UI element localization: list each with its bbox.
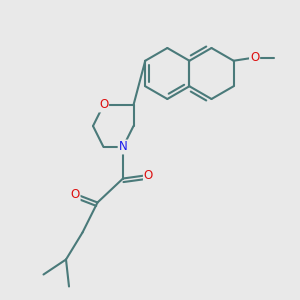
Text: N: N [118, 140, 127, 154]
Text: O: O [144, 169, 153, 182]
Text: O: O [70, 188, 80, 202]
Text: O: O [250, 51, 259, 64]
Text: O: O [99, 98, 108, 112]
